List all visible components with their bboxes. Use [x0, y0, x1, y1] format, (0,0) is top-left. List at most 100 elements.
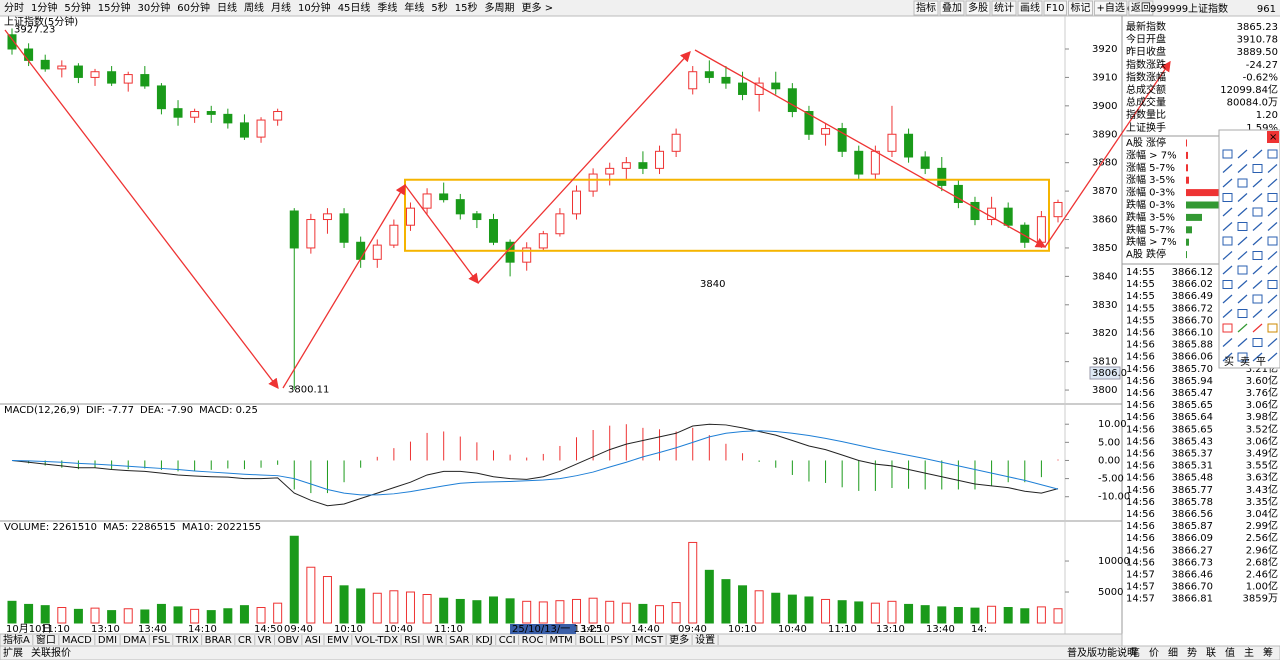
- tool-icon[interactable]: [1267, 309, 1278, 318]
- tool-icon[interactable]: [1267, 352, 1278, 362]
- period-tab[interactable]: 多周期: [485, 1, 515, 14]
- status-tab[interactable]: 值: [1225, 646, 1235, 659]
- indicator-tab[interactable]: VR: [258, 635, 272, 646]
- toolbar-button[interactable]: 多股: [965, 0, 991, 16]
- tool-icon[interactable]: [1252, 251, 1263, 260]
- tool-icon[interactable]: [1222, 352, 1233, 362]
- tool-label[interactable]: 平: [1256, 357, 1266, 368]
- tool-icon[interactable]: [1267, 207, 1278, 217]
- indicator-tab[interactable]: KDJ: [475, 635, 492, 646]
- toolbar-button[interactable]: 叠加: [939, 0, 965, 16]
- tool-icon[interactable]: [1222, 236, 1233, 246]
- toolbar-button[interactable]: 标记: [1067, 0, 1093, 16]
- tool-icon[interactable]: [1237, 280, 1248, 289]
- status-link[interactable]: 关联报价: [31, 646, 71, 659]
- status-tab[interactable]: 笔: [1130, 646, 1140, 659]
- status-link[interactable]: 扩展: [3, 646, 23, 659]
- toolbar-button[interactable]: 返回: [1128, 0, 1154, 16]
- indicator-tab[interactable]: BOLL: [579, 635, 605, 646]
- period-tab[interactable]: 5秒: [431, 1, 447, 14]
- tool-icon[interactable]: [1237, 236, 1248, 246]
- toolbar-button[interactable]: 指标: [913, 0, 939, 16]
- tool-icon[interactable]: [1252, 149, 1263, 159]
- toolbar-button[interactable]: F10: [1043, 0, 1067, 16]
- tool-icon[interactable]: [1237, 309, 1248, 318]
- tool-close[interactable]: ×: [1269, 132, 1277, 143]
- indicator-tab[interactable]: ROC: [522, 635, 544, 646]
- indicator-tab[interactable]: MCST: [635, 635, 664, 646]
- period-tab[interactable]: 15分钟: [98, 1, 131, 14]
- toolbar-button[interactable]: 画线: [1017, 0, 1043, 16]
- tool-icon[interactable]: [1237, 338, 1248, 347]
- tool-icon[interactable]: [1252, 352, 1263, 362]
- tool-icon[interactable]: [1267, 323, 1278, 333]
- indicator-tab[interactable]: PSY: [611, 635, 630, 646]
- tool-label[interactable]: 买: [1224, 356, 1234, 368]
- indicator-tab[interactable]: RSI: [404, 635, 420, 646]
- tool-icon[interactable]: [1267, 178, 1278, 188]
- tool-icon[interactable]: [1222, 251, 1233, 260]
- status-tab[interactable]: 联: [1206, 647, 1216, 659]
- tool-icon[interactable]: [1252, 207, 1263, 217]
- tool-icon[interactable]: [1222, 294, 1233, 304]
- tool-icon[interactable]: [1237, 149, 1248, 159]
- period-tab[interactable]: 年线: [404, 1, 424, 14]
- tool-icon[interactable]: [1237, 193, 1248, 202]
- tool-icon[interactable]: [1252, 222, 1263, 231]
- status-tab[interactable]: 价: [1149, 647, 1159, 659]
- tool-icon[interactable]: [1222, 222, 1233, 231]
- indicator-tab[interactable]: TRIX: [175, 635, 199, 646]
- tool-icon[interactable]: [1252, 164, 1263, 173]
- tool-icon[interactable]: [1237, 352, 1248, 362]
- tool-icon[interactable]: [1267, 280, 1278, 289]
- tool-icon[interactable]: [1237, 207, 1248, 217]
- indicator-tab[interactable]: SAR: [449, 635, 469, 646]
- indicator-tab[interactable]: 指标A: [3, 633, 30, 646]
- tool-icon[interactable]: [1237, 178, 1248, 188]
- tool-icon[interactable]: [1267, 193, 1278, 202]
- tool-icon[interactable]: [1222, 309, 1233, 318]
- tool-icon[interactable]: [1222, 149, 1233, 159]
- period-tab[interactable]: 60分钟: [177, 1, 210, 14]
- period-tab[interactable]: 1分钟: [31, 1, 57, 14]
- tool-icon[interactable]: [1237, 164, 1248, 173]
- indicator-tab[interactable]: FSL: [152, 635, 170, 646]
- tool-icon[interactable]: [1252, 178, 1263, 188]
- indicator-tab[interactable]: CR: [238, 635, 252, 646]
- toolbar-button[interactable]: +自选: [1093, 0, 1128, 16]
- period-tab[interactable]: 季线: [377, 1, 397, 14]
- indicator-tab[interactable]: ASI: [305, 635, 321, 646]
- indicator-tab[interactable]: CCI: [499, 635, 516, 646]
- period-tab[interactable]: 更多 >: [522, 1, 554, 14]
- indicator-tab[interactable]: EMV: [327, 635, 349, 646]
- tool-icon[interactable]: [1267, 236, 1278, 246]
- tool-icon[interactable]: [1267, 222, 1278, 231]
- tool-icon[interactable]: [1252, 280, 1263, 289]
- indicator-tab[interactable]: MACD: [62, 635, 92, 646]
- tool-icon[interactable]: [1222, 338, 1233, 347]
- indicator-tab[interactable]: OBV: [278, 635, 299, 646]
- tool-icon[interactable]: [1237, 323, 1248, 333]
- tool-icon[interactable]: [1267, 265, 1278, 275]
- tool-icon[interactable]: [1252, 193, 1263, 202]
- period-tab[interactable]: 10分钟: [298, 1, 331, 14]
- tool-icon[interactable]: [1252, 294, 1263, 304]
- indicator-tab[interactable]: VOL-TDX: [355, 635, 398, 646]
- tool-icon[interactable]: [1222, 280, 1233, 289]
- indicator-tab[interactable]: 设置: [695, 634, 715, 646]
- status-tab[interactable]: 筹: [1263, 646, 1273, 659]
- tool-icon[interactable]: [1222, 265, 1233, 275]
- tool-icon[interactable]: [1252, 323, 1263, 333]
- period-tab[interactable]: 周线: [244, 1, 264, 14]
- indicator-tab[interactable]: 更多: [669, 633, 689, 646]
- tool-icon[interactable]: [1222, 207, 1233, 217]
- status-help[interactable]: 普及版功能说明: [1067, 646, 1137, 659]
- tool-icon[interactable]: [1252, 338, 1263, 347]
- period-tab[interactable]: 5分钟: [64, 1, 90, 14]
- status-tab[interactable]: 主: [1244, 647, 1254, 659]
- indicator-tab[interactable]: DMI: [98, 635, 117, 646]
- period-tab[interactable]: 15秒: [455, 1, 478, 14]
- indicator-tab[interactable]: 窗口: [36, 633, 56, 646]
- status-tab[interactable]: 势: [1187, 646, 1197, 659]
- tool-icon[interactable]: [1252, 236, 1263, 246]
